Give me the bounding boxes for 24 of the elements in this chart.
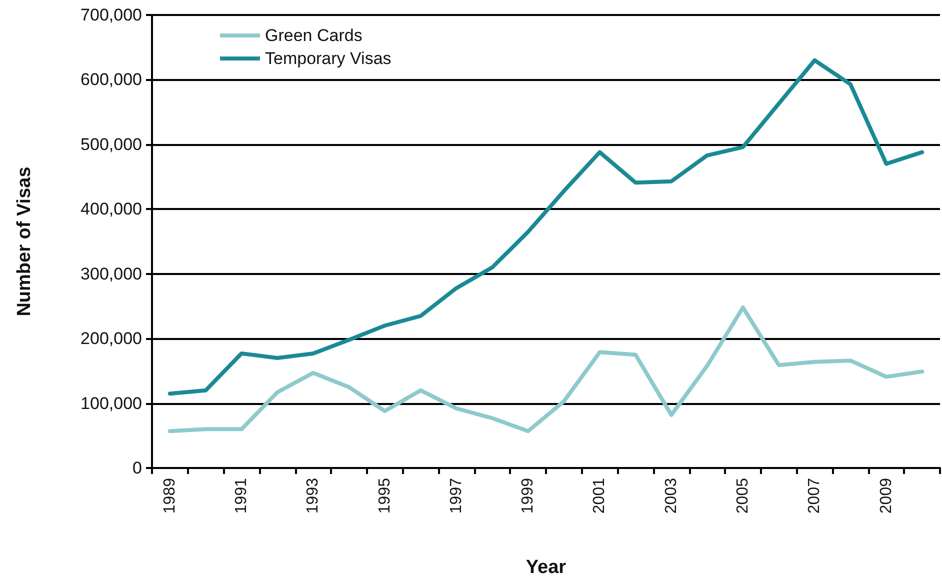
x-tick-label: 1993 (304, 478, 322, 514)
y-tick-label: 600,000 (80, 70, 142, 90)
y-tick-label: 200,000 (80, 329, 142, 348)
legend-label: Green Cards (265, 26, 362, 45)
y-axis-title: Number of Visas (14, 166, 35, 316)
x-axis-title: Year (526, 557, 567, 578)
x-tick-label: 1989 (161, 478, 178, 514)
line-series (168, 306, 924, 434)
x-tick-label: 1997 (448, 478, 465, 514)
legend-label: Temporary Visas (265, 49, 392, 68)
x-tick-label: 2003 (662, 478, 680, 514)
y-tick-label: 500,000 (80, 134, 142, 154)
y-tick-label: 400,000 (80, 200, 142, 219)
y-tick-label: 700,000 (80, 6, 142, 24)
x-tick-label: 2009 (878, 478, 895, 514)
x-tick-label: 1995 (376, 478, 394, 514)
x-tick-label: 2005 (734, 478, 752, 514)
x-tick-label: 1999 (520, 478, 537, 514)
y-tick-label: 100,000 (80, 394, 142, 413)
x-tick-label: 2001 (591, 478, 608, 514)
x-tick-label: 2007 (806, 478, 824, 514)
x-tick-label: 1991 (233, 478, 250, 514)
y-tick-label: 0 (132, 458, 142, 478)
y-tick-label: 300,000 (80, 264, 142, 284)
